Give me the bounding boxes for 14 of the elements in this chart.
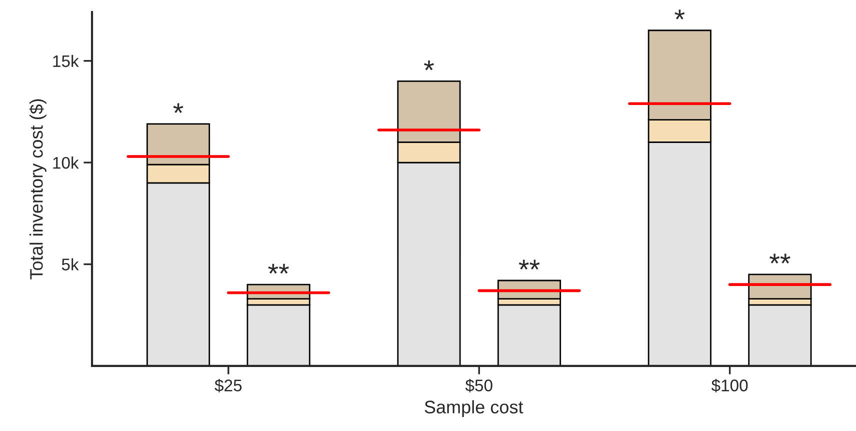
data-label: * (674, 10, 685, 20)
x-tick-label: $25 (214, 378, 242, 392)
data-label: * (424, 60, 434, 70)
data-label: ** (518, 260, 540, 270)
y-tick-label: 10k (53, 156, 79, 169)
y-tick-label: 5k (62, 258, 79, 270)
data-label: * (173, 103, 184, 113)
data-label: ** (770, 254, 790, 264)
data-label: ** (268, 264, 289, 274)
x-tick-label: $50 (465, 378, 492, 392)
x-axis-title: Sample cost (424, 400, 524, 418)
x-tick-label: $100 (711, 378, 748, 392)
y-tick-label: 15k (53, 54, 79, 68)
y-axis-title: Total inventory cost ($) (29, 99, 46, 280)
